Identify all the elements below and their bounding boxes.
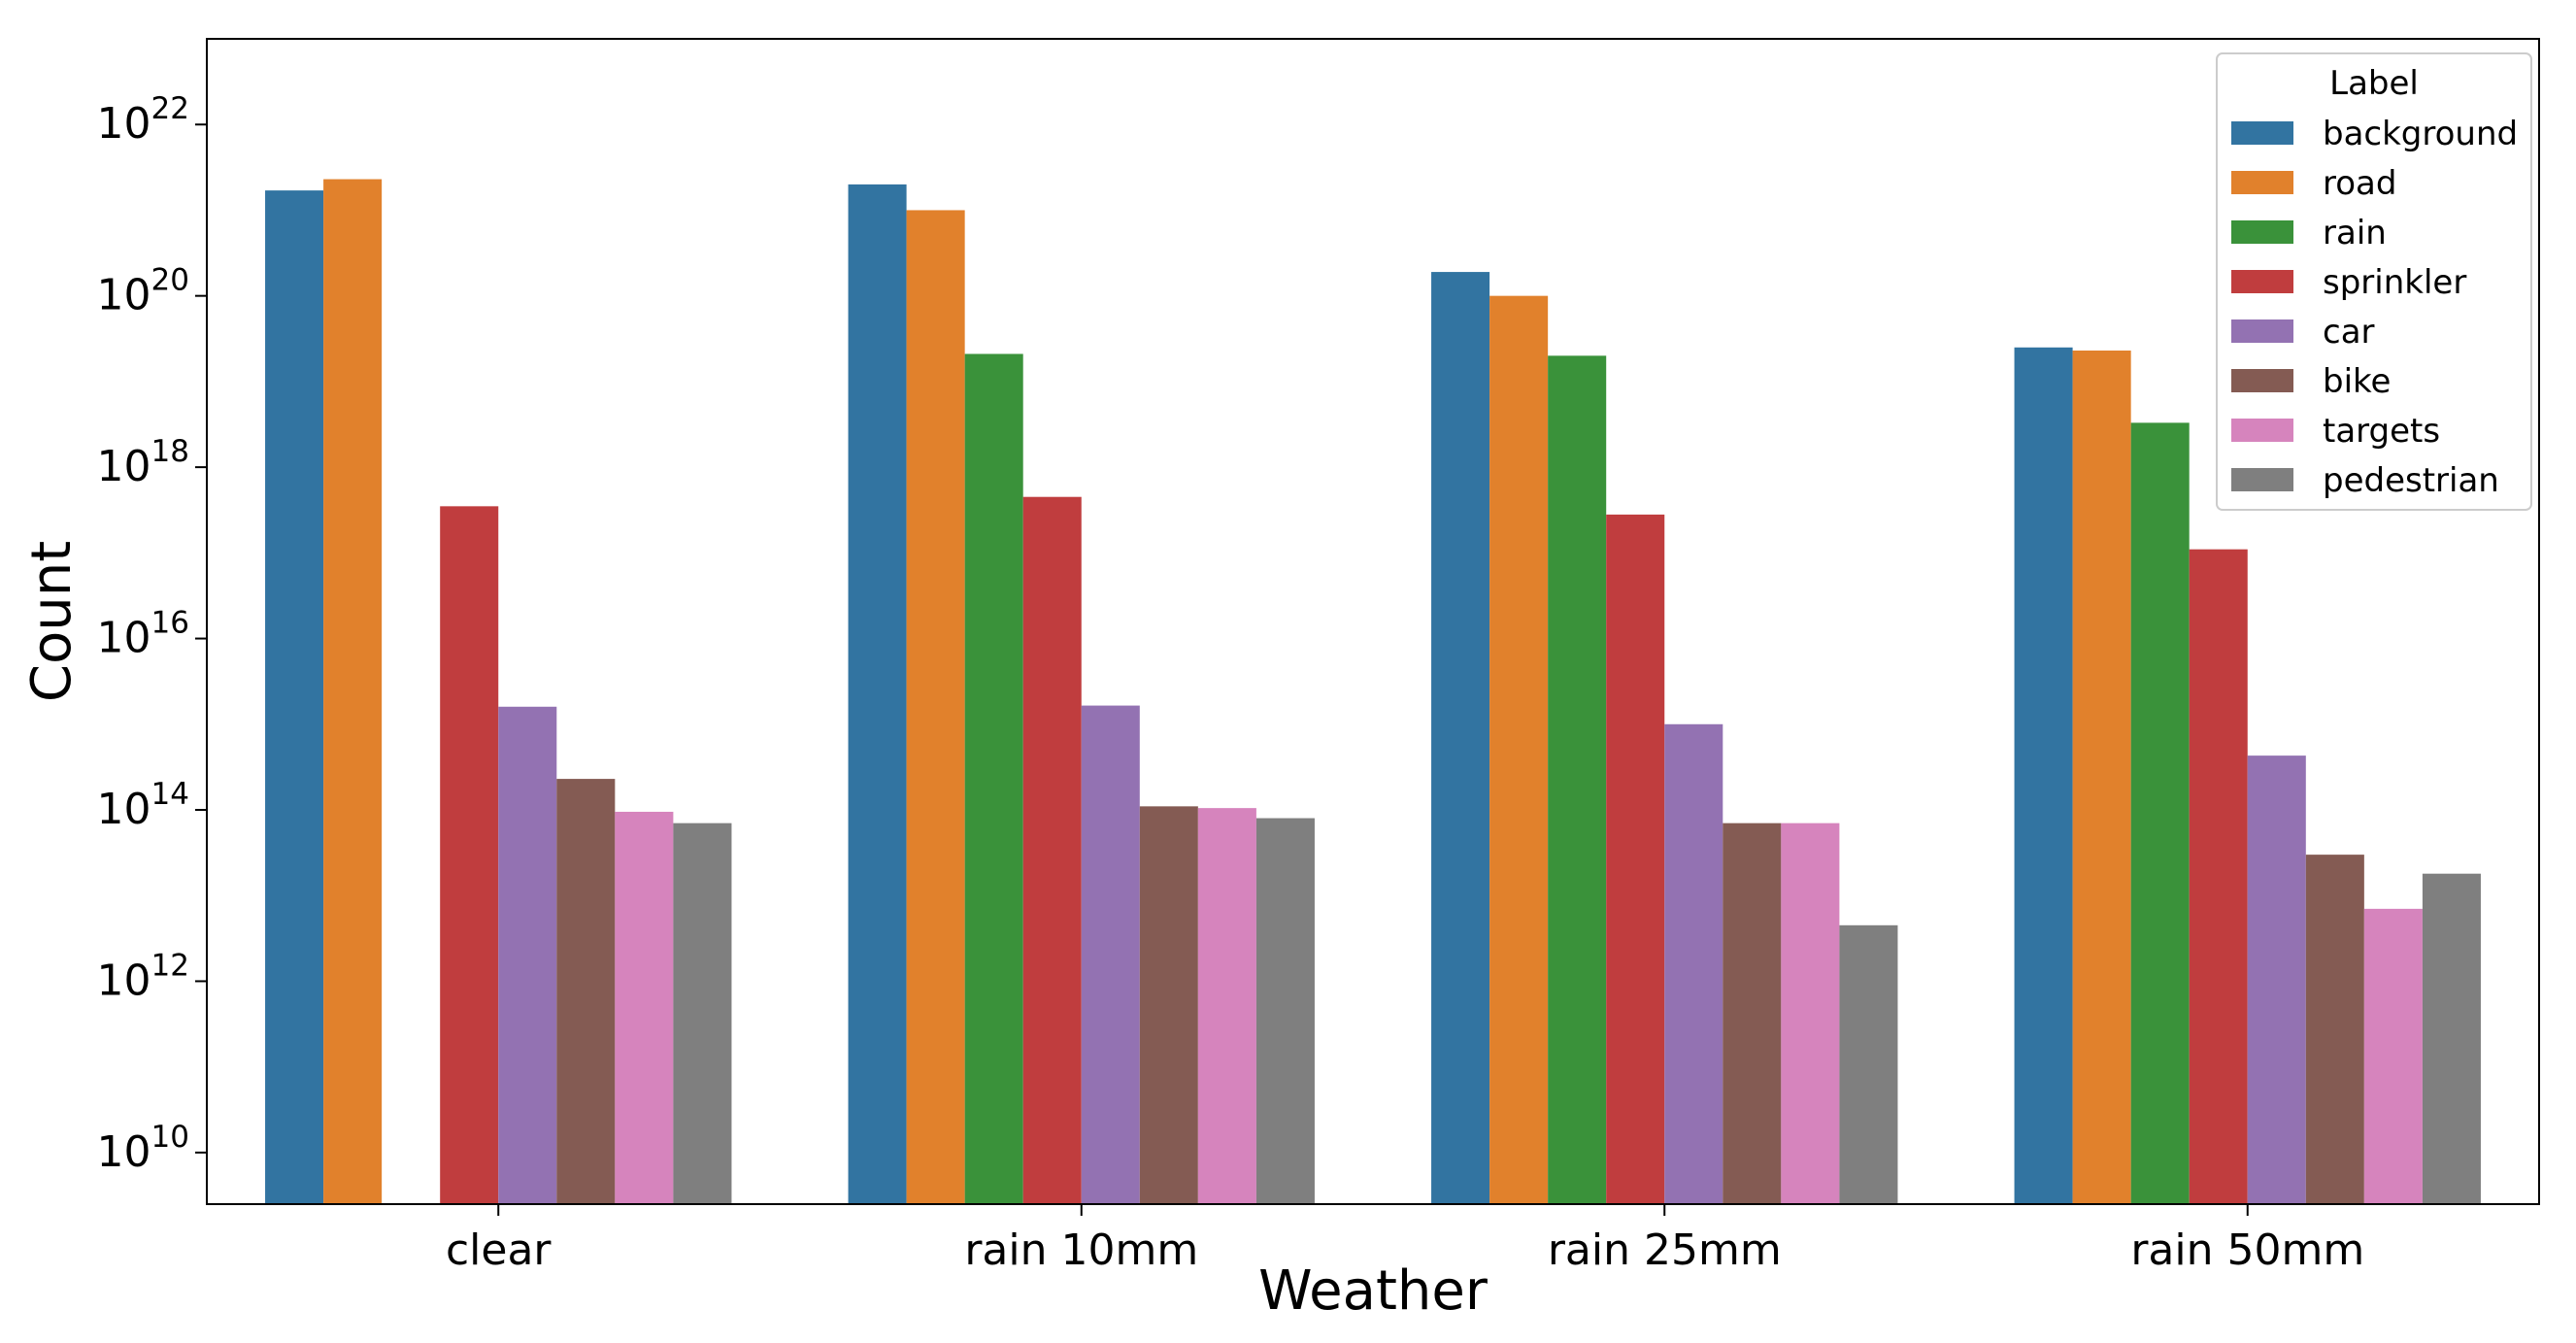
bars-layer [265, 179, 2481, 1205]
y-tick-label: 1020 [97, 263, 189, 320]
y-tick-label: 1012 [97, 948, 189, 1005]
bar-bike-1 [1139, 806, 1198, 1204]
legend: Label background road rain sprinkler car bike… [2216, 52, 2532, 511]
bar-car-0 [498, 706, 557, 1204]
legend-frame [2216, 52, 2532, 511]
legend-swatch-pedestrian [2231, 468, 2293, 491]
bar-pedestrian-2 [1839, 924, 1898, 1204]
y-tick-label: 1018 [97, 434, 189, 491]
y-axis-label: Count [20, 541, 84, 702]
bar-targets-2 [1781, 823, 1840, 1204]
bar-road-0 [323, 179, 383, 1205]
bar-car-1 [1081, 705, 1140, 1204]
x-tick-label: clear [446, 1225, 552, 1275]
bar-road-3 [2072, 350, 2131, 1204]
bar-road-2 [1489, 295, 1549, 1205]
legend-label-car: car [2323, 313, 2375, 352]
bar-targets-3 [2363, 908, 2423, 1204]
bar-sprinkler-3 [2189, 549, 2248, 1204]
bar-background-3 [2014, 347, 2073, 1204]
bar-targets-1 [1197, 808, 1256, 1204]
y-tick-label: 1014 [97, 777, 189, 834]
x-tick-label: rain 50mm [2130, 1225, 2364, 1275]
legend-swatch-sprinkler [2231, 270, 2293, 293]
bar-background-2 [1431, 272, 1490, 1204]
y-tick-label: 1010 [97, 1120, 189, 1177]
x-axis-label: Weather [1258, 1259, 1489, 1323]
bar-pedestrian-3 [2422, 873, 2481, 1204]
legend-swatch-background [2231, 121, 2293, 145]
legend-label-rain: rain [2323, 214, 2387, 252]
plot-frame [206, 38, 2540, 1205]
x-tick-label: rain 25mm [1548, 1225, 1782, 1275]
y-tick-label: 1022 [97, 91, 189, 149]
bar-bike-2 [1723, 823, 1782, 1204]
bar-car-3 [2247, 755, 2306, 1204]
legend-label-targets: targets [2323, 412, 2440, 451]
bar-rain-1 [964, 353, 1023, 1204]
y-axis: 1010 1012 1014 1016 1018 1020 1022 [97, 91, 207, 1177]
bar-targets-0 [615, 811, 674, 1204]
legend-items: background road rain sprinkler car bike target… [2231, 115, 2518, 500]
legend-label-background: background [2323, 115, 2518, 153]
legend-label-sprinkler: sprinkler [2323, 263, 2466, 302]
bar-sprinkler-1 [1022, 496, 1082, 1204]
bar-background-1 [848, 184, 907, 1204]
bar-pedestrian-1 [1255, 818, 1315, 1204]
bar-sprinkler-2 [1606, 514, 1665, 1204]
bar-bike-3 [2305, 855, 2364, 1204]
legend-swatch-car [2231, 319, 2293, 343]
legend-swatch-targets [2231, 419, 2293, 442]
bar-car-2 [1664, 723, 1723, 1204]
legend-label-bike: bike [2323, 362, 2391, 401]
x-tick-label: rain 10mm [964, 1225, 1198, 1275]
x-axis: clear rain 10mm rain 25mm rain 50mm [446, 1204, 2364, 1275]
bar-rain-3 [2130, 422, 2190, 1204]
bar-bike-0 [556, 779, 616, 1204]
legend-label-pedestrian: pedestrian [2323, 461, 2499, 500]
legend-swatch-bike [2231, 369, 2293, 392]
bar-sprinkler-0 [440, 506, 499, 1204]
bar-background-0 [265, 190, 324, 1204]
bar-pedestrian-0 [673, 823, 732, 1204]
legend-swatch-road [2231, 171, 2293, 194]
bar-road-1 [906, 210, 965, 1205]
bar-rain-2 [1548, 355, 1607, 1204]
legend-title: Label [2329, 64, 2419, 103]
y-tick-label: 1016 [97, 606, 189, 663]
legend-label-road: road [2323, 164, 2396, 203]
legend-swatch-rain [2231, 220, 2293, 244]
